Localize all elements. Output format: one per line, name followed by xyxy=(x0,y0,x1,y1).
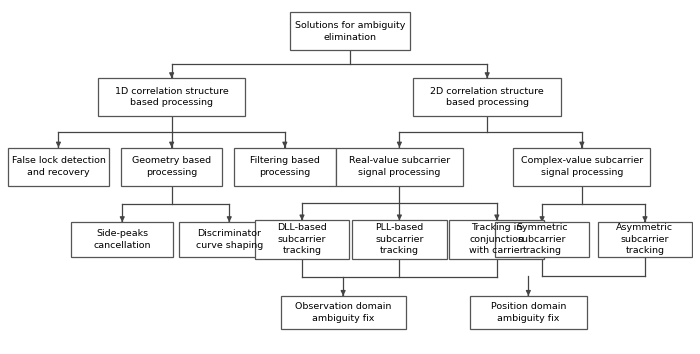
Text: PLL-based
subcarrier
tracking: PLL-based subcarrier tracking xyxy=(375,223,424,255)
Text: Observation domain
ambiguity fix: Observation domain ambiguity fix xyxy=(295,302,391,322)
Text: False lock detection
and recovery: False lock detection and recovery xyxy=(11,156,106,177)
FancyBboxPatch shape xyxy=(352,220,447,258)
Text: Position domain
ambiguity fix: Position domain ambiguity fix xyxy=(491,302,566,322)
FancyBboxPatch shape xyxy=(234,148,335,185)
Text: Filtering based
processing: Filtering based processing xyxy=(250,156,320,177)
FancyBboxPatch shape xyxy=(449,220,544,258)
FancyBboxPatch shape xyxy=(513,148,650,185)
FancyBboxPatch shape xyxy=(255,220,349,258)
Text: Symmetric
subcarrier
tracking: Symmetric subcarrier tracking xyxy=(517,223,568,255)
Text: 1D correlation structure
based processing: 1D correlation structure based processin… xyxy=(115,87,228,107)
FancyBboxPatch shape xyxy=(8,148,109,185)
FancyBboxPatch shape xyxy=(336,148,463,185)
FancyBboxPatch shape xyxy=(414,78,561,116)
FancyBboxPatch shape xyxy=(281,296,405,329)
Text: Complex-value subcarrier
signal processing: Complex-value subcarrier signal processi… xyxy=(521,156,643,177)
FancyBboxPatch shape xyxy=(178,222,280,257)
Text: Geometry based
processing: Geometry based processing xyxy=(132,156,211,177)
FancyBboxPatch shape xyxy=(71,222,173,257)
FancyBboxPatch shape xyxy=(121,148,223,185)
Text: Real-value subcarrier
signal processing: Real-value subcarrier signal processing xyxy=(349,156,450,177)
Text: Tracking in
conjunction
with carrier: Tracking in conjunction with carrier xyxy=(469,223,524,255)
FancyBboxPatch shape xyxy=(598,222,692,257)
Text: Discriminator
curve shaping: Discriminator curve shaping xyxy=(195,229,263,250)
Text: DLL-based
subcarrier
tracking: DLL-based subcarrier tracking xyxy=(277,223,327,255)
FancyBboxPatch shape xyxy=(470,296,587,329)
FancyBboxPatch shape xyxy=(495,222,589,257)
Text: 2D correlation structure
based processing: 2D correlation structure based processin… xyxy=(430,87,544,107)
Text: Solutions for ambiguity
elimination: Solutions for ambiguity elimination xyxy=(295,21,405,41)
Text: Asymmetric
subcarrier
tracking: Asymmetric subcarrier tracking xyxy=(617,223,673,255)
FancyBboxPatch shape xyxy=(290,12,410,50)
FancyBboxPatch shape xyxy=(98,78,246,116)
Text: Side-peaks
cancellation: Side-peaks cancellation xyxy=(94,229,151,250)
